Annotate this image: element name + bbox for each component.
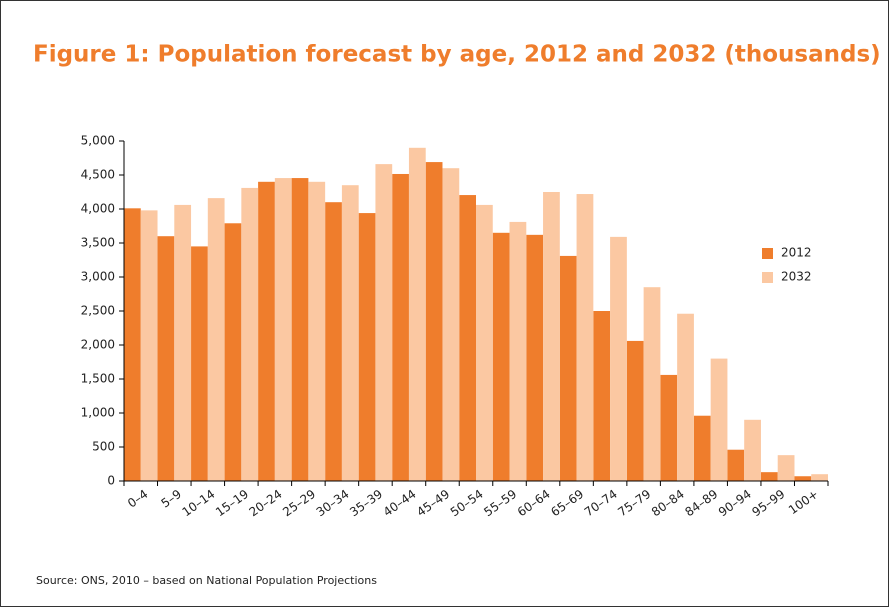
bar <box>375 164 393 481</box>
bar <box>509 221 527 482</box>
source-note: Source: ONS, 2010 – based on National Po… <box>36 574 377 587</box>
y-tick-label: 5,000 <box>81 134 115 148</box>
y-tick-label: 4,000 <box>81 202 115 216</box>
y-tick-label: 3,500 <box>81 236 115 250</box>
bar <box>744 419 761 481</box>
y-tick-label: 1,500 <box>81 372 115 386</box>
bar <box>157 236 175 481</box>
bar <box>811 474 828 481</box>
y-tick-label: 1,000 <box>81 406 115 420</box>
legend-swatch <box>762 248 773 259</box>
bar <box>610 236 627 481</box>
bar <box>224 223 242 481</box>
bar <box>660 374 678 481</box>
bar <box>794 476 812 481</box>
bar <box>341 185 359 481</box>
bar <box>392 173 409 482</box>
bar <box>593 311 611 481</box>
y-tick-label: 4,500 <box>81 168 115 182</box>
bar <box>576 194 594 482</box>
bar <box>777 455 795 481</box>
y-tick-label: 2,000 <box>81 338 115 352</box>
bar <box>526 234 544 481</box>
bar <box>476 204 493 482</box>
bar <box>274 178 292 481</box>
bar <box>492 232 510 481</box>
bar <box>174 204 192 482</box>
bar <box>358 213 376 481</box>
bar <box>241 187 259 482</box>
bar <box>124 208 141 481</box>
legend-swatch <box>762 272 773 283</box>
bar <box>308 181 326 482</box>
legend-label: 2012 <box>781 246 812 260</box>
bar <box>626 340 644 481</box>
bar <box>325 202 342 481</box>
bar <box>710 358 728 481</box>
y-tick-label: 3,000 <box>81 270 115 284</box>
bar <box>258 181 275 482</box>
bar <box>543 192 560 481</box>
bar <box>442 168 460 481</box>
bar <box>291 178 309 481</box>
bar <box>727 449 745 481</box>
legend-label: 2032 <box>781 270 812 284</box>
chart-title: Figure 1: Population forecast by age, 20… <box>33 42 881 68</box>
bar <box>693 415 711 481</box>
bar <box>677 313 694 481</box>
bar <box>140 210 158 482</box>
bar <box>207 198 225 481</box>
bar <box>643 287 661 481</box>
bar <box>408 147 426 482</box>
bar <box>425 162 443 481</box>
bar <box>191 246 208 481</box>
bar <box>559 255 577 481</box>
bar <box>760 472 778 481</box>
y-tick-label: 0 <box>107 474 115 488</box>
y-tick-label: 2,500 <box>81 304 115 318</box>
y-tick-label: 500 <box>92 440 115 454</box>
bar <box>459 195 476 481</box>
